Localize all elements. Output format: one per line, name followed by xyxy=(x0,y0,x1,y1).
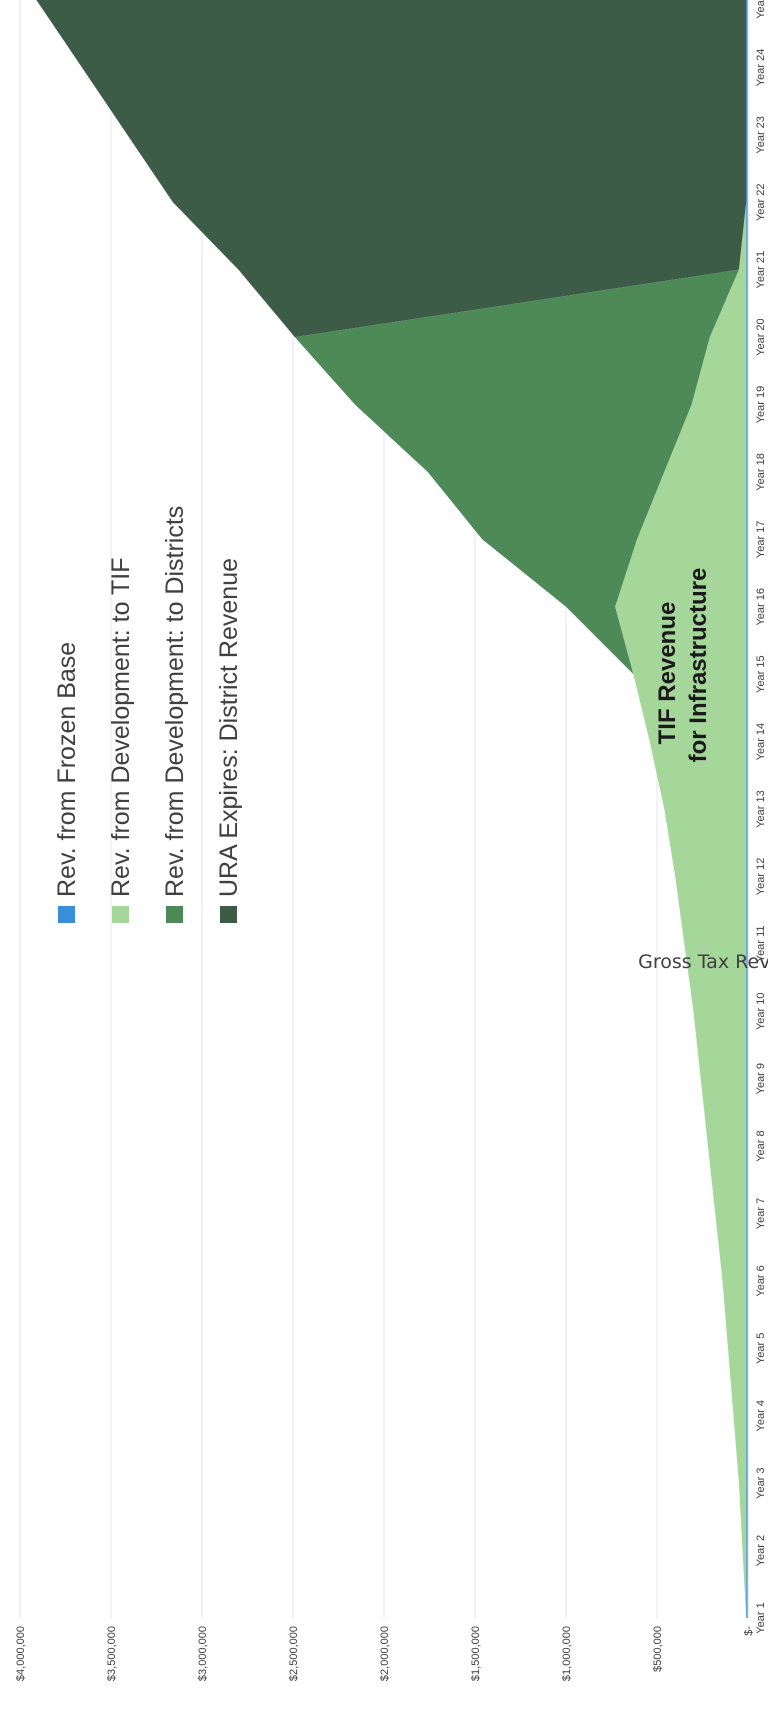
x-tick-label: Year 24 xyxy=(755,49,767,87)
legend-label: Rev. from Development: to TIF xyxy=(107,558,135,897)
x-tick-label: Year 2 xyxy=(755,1535,767,1566)
x-tick-label: Year 23 xyxy=(755,116,767,154)
legend-swatch xyxy=(220,906,237,923)
x-tick-label: Year 21 xyxy=(755,251,767,289)
x-tick-label: Year 6 xyxy=(755,1265,767,1296)
x-tick-label: Year 12 xyxy=(755,858,767,896)
x-tick-label: Year 25 xyxy=(755,0,767,19)
y-tick-label: $3,500,000 xyxy=(106,1626,118,1681)
x-tick-label: Year 11 xyxy=(755,925,767,962)
legend-label: Rev. from Development: to Districts xyxy=(161,506,189,897)
y-tick-label: $1,500,000 xyxy=(470,1626,482,1681)
area-series-3 xyxy=(294,0,747,1618)
x-tick-label: Year 17 xyxy=(755,521,767,559)
x-tick-label: Year 1 xyxy=(755,1602,767,1633)
tif-annotation: TIF Revenue for Infrastructure xyxy=(654,568,712,763)
y-tick-label: $500,000 xyxy=(652,1626,664,1672)
chart-areas xyxy=(36,0,748,1618)
x-tick-label: Year 13 xyxy=(755,790,767,828)
y-tick-label: $2,500,000 xyxy=(288,1626,300,1681)
area-series-4 xyxy=(36,0,747,1618)
x-tick-label: Year 22 xyxy=(755,183,767,221)
x-axis-tick-labels: Year 1 Year 2 Year 3 Year 4 Year 5 Year 6 Year… xyxy=(755,0,767,1634)
y-axis-tick-labels: $- $500,000 $1,000,000 $1,500,000 $2,000,000… xyxy=(15,1626,755,1681)
x-tick-label: Year 4 xyxy=(755,1400,767,1431)
y-tick-label: $1,000,000 xyxy=(561,1626,573,1681)
legend: Rev. from Frozen Base Rev. from Developme… xyxy=(53,506,243,923)
x-tick-label: Year 9 xyxy=(755,1063,767,1094)
x-tick-label: Year 19 xyxy=(755,386,767,424)
legend-swatch xyxy=(58,906,75,923)
x-tick-label: Year 7 xyxy=(755,1198,767,1229)
y-axis-label: Gross Tax Revenue xyxy=(638,951,768,973)
legend-swatch xyxy=(112,906,129,923)
y-tick-label: $3,000,000 xyxy=(197,1626,209,1681)
x-tick-label: Year 20 xyxy=(755,318,767,356)
legend-label: URA Expires: District Revenue xyxy=(215,558,243,897)
annotation-line-2: for Infrastructure xyxy=(685,568,712,763)
legend-label: Rev. from Frozen Base xyxy=(53,642,81,897)
y-tick-label: $- xyxy=(743,1626,755,1636)
legend-swatch xyxy=(166,906,183,923)
x-tick-label: Year 5 xyxy=(755,1333,767,1364)
area-series-2 xyxy=(615,0,747,1618)
y-tick-label: $2,000,000 xyxy=(379,1626,391,1681)
x-tick-label: Year 18 xyxy=(755,453,767,491)
x-tick-label: Year 3 xyxy=(755,1467,767,1498)
gridlines xyxy=(19,0,658,1618)
x-tick-label: Year 14 xyxy=(755,723,767,761)
x-tick-label: Year 16 xyxy=(755,588,767,626)
x-tick-label: Year 10 xyxy=(755,992,767,1030)
y-tick-label: $4,000,000 xyxy=(15,1626,27,1681)
x-tick-label: Year 8 xyxy=(755,1130,767,1161)
x-tick-label: Year 15 xyxy=(755,655,767,693)
annotation-line-1: TIF Revenue xyxy=(654,602,681,745)
